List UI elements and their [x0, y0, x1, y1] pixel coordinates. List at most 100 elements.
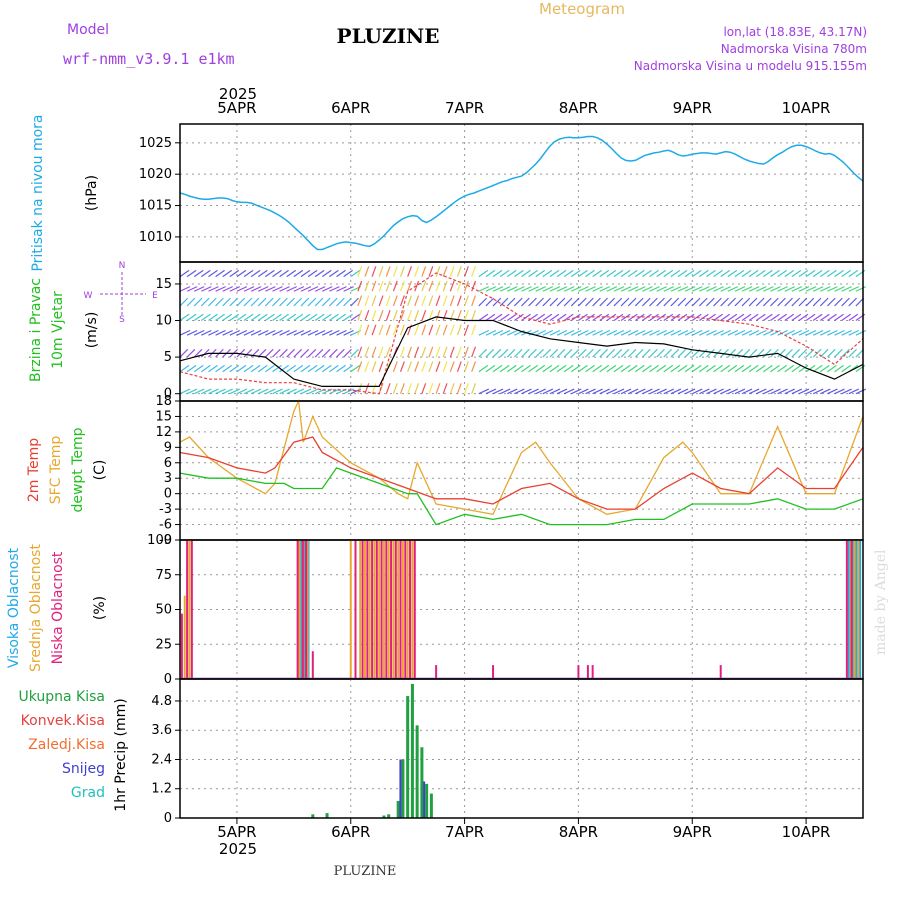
wind-barb [272, 348, 281, 358]
wind-barb [329, 313, 339, 322]
wind-barb [734, 269, 745, 278]
wind-barb [492, 348, 502, 358]
wind-barb [229, 329, 241, 336]
cloud-unit: (%) [92, 596, 108, 620]
wind-barb [578, 388, 589, 395]
wind-barb [492, 313, 503, 322]
wind-barb [236, 348, 246, 358]
wind-barb [357, 280, 363, 292]
wind-barb [307, 286, 319, 292]
wind-barb [328, 297, 338, 307]
wind-barb [385, 346, 391, 358]
wind-barb [208, 286, 219, 292]
precip-bar [311, 814, 315, 818]
wind-barb [307, 388, 319, 395]
wind-barb [399, 295, 405, 307]
wind-barb [264, 297, 274, 307]
wind-barb [791, 364, 802, 373]
wind-barb [200, 348, 210, 358]
wind-barb [428, 361, 434, 372]
precip-bar [382, 815, 386, 818]
wind-barb [464, 280, 469, 292]
wind-barb [542, 313, 553, 322]
wind-barb [727, 388, 739, 395]
pressure-unit: (hPa) [84, 175, 100, 211]
wind-barb [243, 269, 254, 278]
wind-barb [200, 313, 211, 322]
wind-barb [364, 346, 370, 358]
wind-barb [499, 364, 510, 373]
wind-barb [272, 388, 283, 395]
wind-barb [855, 329, 867, 336]
wind-barb [229, 269, 240, 278]
wind-barb [777, 364, 787, 373]
wind-barb [812, 297, 822, 307]
wind-barb [286, 286, 297, 292]
cloud-tick-label: 0 [164, 672, 172, 687]
wind-barb [762, 348, 772, 358]
day-label-top: 5APR [217, 99, 256, 117]
wind-barb [378, 361, 384, 372]
wind-barb [236, 286, 248, 292]
wind-barb [193, 297, 203, 307]
wind-barb [492, 329, 504, 336]
precip-panel [179, 678, 864, 819]
wind-barb [343, 364, 353, 373]
wind-barb [727, 364, 738, 373]
wind-barb [371, 309, 377, 321]
wind-barb [357, 295, 363, 307]
wind-barb [606, 313, 617, 322]
wind-barb [371, 346, 377, 358]
wind-barb [435, 324, 441, 336]
wind-barb [599, 388, 610, 395]
wind-barb [499, 313, 510, 322]
wind-barb [563, 286, 575, 292]
wind-barb [442, 361, 448, 372]
wind-barb [791, 286, 803, 292]
wind-barb [449, 361, 455, 372]
wind-barb [407, 280, 412, 292]
wind-barb [514, 388, 525, 395]
cloud-tick-label: 100 [147, 533, 172, 548]
wind-barb [456, 361, 462, 372]
wind-barb [528, 348, 537, 358]
wind-barb [563, 269, 574, 278]
wind-barb [620, 297, 630, 307]
wind-barb [535, 348, 544, 358]
wind-barb [435, 295, 441, 307]
temp-tick-label: 9 [164, 440, 172, 455]
wind-barb [407, 383, 412, 394]
wind-barb [784, 286, 795, 292]
wind-barb [399, 280, 405, 292]
wind-barb [350, 313, 361, 322]
wind-barb [656, 348, 665, 358]
wind-barb [535, 329, 546, 336]
wind-barb [820, 286, 831, 292]
wind-barb [464, 295, 469, 307]
wind-barb [193, 313, 204, 322]
wind-barb [599, 269, 610, 278]
wind-barb [471, 346, 477, 358]
elevation-text: Nadmorska Visina 780m [721, 42, 867, 56]
wind-barb [613, 364, 624, 373]
wind-barb [485, 313, 496, 322]
wind-barb [535, 269, 546, 278]
wind-barb [485, 388, 497, 395]
wind-barb [478, 364, 489, 373]
wind-barb [265, 329, 276, 336]
wind-barb [720, 388, 731, 395]
wind-barb [627, 297, 637, 307]
wind-barb [656, 329, 667, 336]
wind-barb [442, 266, 448, 277]
wind-barb [684, 388, 696, 395]
wind-barb [805, 286, 817, 292]
wind-barb [798, 388, 810, 395]
wind-barb [314, 297, 324, 307]
wind-barb [350, 364, 361, 373]
wind-barb [392, 309, 398, 321]
wind-barb [549, 297, 559, 307]
wind-barb [634, 269, 645, 278]
precip-tick-label: 1.2 [151, 782, 172, 797]
wind-barb [592, 297, 601, 307]
wind-barb [585, 297, 594, 307]
